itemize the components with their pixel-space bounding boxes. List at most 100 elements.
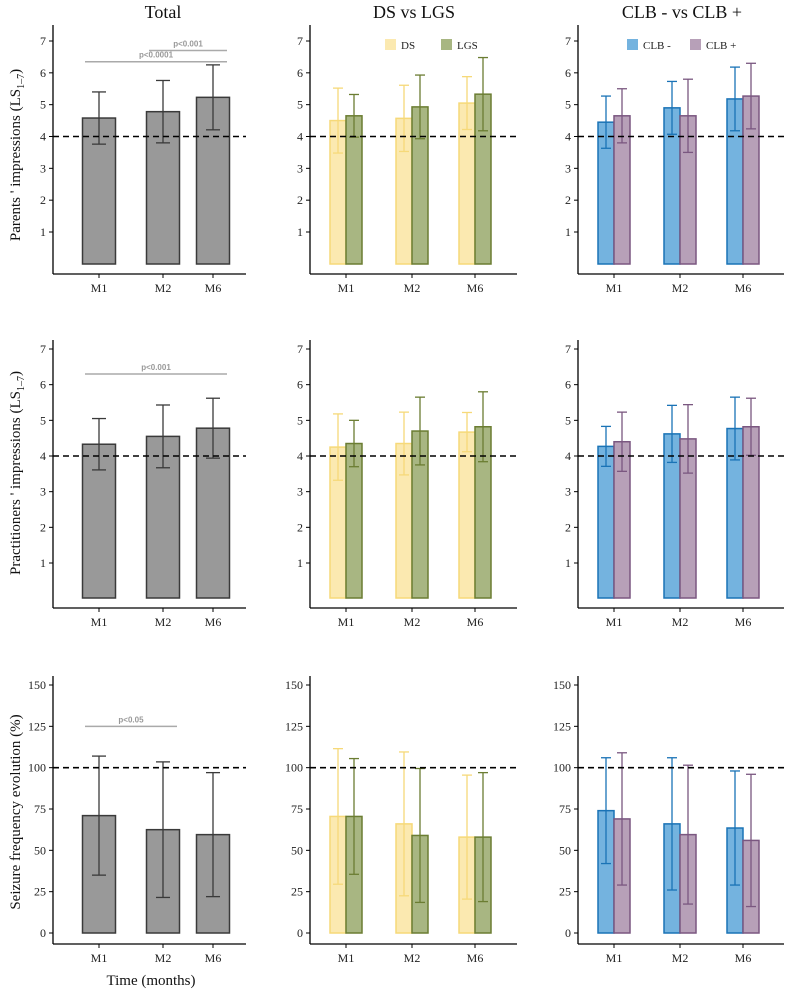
x-tick-label: M6 — [735, 951, 752, 965]
y-tick-label: 7 — [40, 34, 46, 48]
panel-r1c1: 1 2 3 4 5 6 7 M1 M2 M6 p<0.001 p<0.0001 — [40, 25, 246, 295]
y-tick-label: 2 — [40, 520, 46, 534]
y-tick-label: 25 — [34, 885, 46, 899]
legend-label-clbneg: CLB - — [643, 40, 671, 52]
significance-label: p<0.0001 — [139, 51, 174, 60]
y-tick-label: 5 — [297, 413, 303, 427]
y-tick-label: 6 — [40, 66, 46, 80]
ylabel-parents: Parents ' impressions (LS1–7) — [8, 69, 27, 241]
y-tick-label: 1 — [297, 556, 303, 570]
x-tick-label: M2 — [672, 951, 689, 965]
x-tick-label: M1 — [91, 951, 108, 965]
y-tick-label: 2 — [297, 520, 303, 534]
legend-label-clbpos: CLB + — [706, 40, 736, 52]
y-tick-label: 3 — [297, 161, 303, 175]
y-tick-label: 2 — [565, 520, 571, 534]
ylabel-practitioners-text: Practitioners ' impressions (LS — [8, 391, 24, 575]
y-tick-label: 6 — [565, 378, 571, 392]
y-tick-label: 75 — [559, 802, 571, 816]
chart-panels: 1 2 3 4 5 6 7 M1 M2 M6 p<0.001 p<0.0001 1 2 3 4 5 6 7 M1 M2 M… — [28, 25, 784, 965]
y-tick-label: 25 — [559, 885, 571, 899]
x-tick-label: M1 — [338, 281, 355, 295]
column-title-total: Total — [145, 2, 182, 22]
x-tick-label: M6 — [467, 281, 484, 295]
y-tick-label: 0 — [565, 926, 571, 940]
x-tick-label: M2 — [672, 615, 689, 629]
y-tick-label: 100 — [285, 761, 303, 775]
x-tick-label: M1 — [606, 615, 623, 629]
y-tick-label: 125 — [285, 719, 303, 733]
x-tick-label: M2 — [672, 281, 689, 295]
y-tick-label: 6 — [40, 378, 46, 392]
x-tick-label: M6 — [205, 951, 222, 965]
y-tick-label: 4 — [565, 130, 571, 144]
x-axis-title: Time (months) — [106, 973, 195, 989]
ylabel-parents-close: ) — [8, 69, 24, 74]
x-tick-label: M1 — [338, 615, 355, 629]
y-tick-label: 75 — [291, 802, 303, 816]
y-tick-label: 4 — [297, 130, 303, 144]
legend-label-ds: DS — [401, 40, 415, 52]
y-tick-label: 3 — [297, 485, 303, 499]
y-tick-label: 100 — [553, 761, 571, 775]
bar-clbneg-m1 — [597, 445, 615, 599]
ylabel-row1: Parents ' impressions (LS1–7) — [8, 69, 27, 241]
legend-swatch-clbpos — [690, 39, 701, 50]
x-tick-label: M1 — [606, 281, 623, 295]
bar-total-m1 — [81, 443, 117, 599]
y-tick-label: 1 — [297, 225, 303, 239]
y-tick-label: 150 — [553, 678, 571, 692]
y-tick-label: 4 — [297, 449, 303, 463]
ylabel-seizure: Seizure frequency evolution (%) — [8, 714, 24, 909]
y-tick-label: 7 — [565, 34, 571, 48]
ylabel-practitioners-subscript: 1–7 — [16, 376, 27, 391]
panel-r3c2: 0 25 50 75 100 125 150 M1 M2 M6 — [285, 676, 517, 965]
x-tick-label: M2 — [404, 615, 421, 629]
y-tick-label: 1 — [565, 556, 571, 570]
y-tick-label: 4 — [40, 130, 46, 144]
y-tick-label: 7 — [40, 342, 46, 356]
y-tick-label: 50 — [559, 843, 571, 857]
ylabel-row3: Seizure frequency evolution (%) — [8, 714, 24, 909]
y-tick-label: 1 — [565, 225, 571, 239]
y-tick-label: 2 — [565, 193, 571, 207]
y-tick-label: 25 — [291, 885, 303, 899]
y-tick-label: 5 — [40, 413, 46, 427]
x-tick-label: M6 — [205, 615, 222, 629]
legend-swatch-lgs — [441, 39, 452, 50]
y-tick-label: 3 — [40, 485, 46, 499]
bar-ds-m6 — [458, 431, 476, 599]
panel-r2c3: 1 2 3 4 5 6 7 M1 M2 M6 — [565, 340, 784, 629]
legend-swatch-clbneg — [627, 39, 638, 50]
ylabel-practitioners-close: ) — [8, 371, 24, 376]
y-tick-label: 50 — [291, 843, 303, 857]
y-tick-label: 2 — [297, 193, 303, 207]
y-tick-label: 100 — [28, 761, 46, 775]
y-tick-label: 6 — [297, 378, 303, 392]
y-tick-label: 5 — [297, 98, 303, 112]
x-tick-label: M6 — [735, 615, 752, 629]
y-tick-label: 150 — [285, 678, 303, 692]
y-tick-label: 3 — [565, 485, 571, 499]
y-tick-label: 5 — [565, 413, 571, 427]
y-tick-label: 75 — [34, 802, 46, 816]
ylabel-parents-subscript: 1–7 — [16, 74, 27, 89]
y-tick-label: 5 — [40, 98, 46, 112]
x-tick-label: M6 — [735, 281, 752, 295]
y-tick-label: 1 — [40, 225, 46, 239]
x-tick-label: M6 — [205, 281, 222, 295]
x-tick-label: M6 — [467, 615, 484, 629]
y-tick-label: 4 — [40, 449, 46, 463]
y-tick-label: 6 — [297, 66, 303, 80]
y-tick-label: 50 — [34, 843, 46, 857]
y-tick-label: 150 — [28, 678, 46, 692]
panel-r1c3: 1 2 3 4 5 6 7 M1 M2 M6 CLB - CLB + — [565, 25, 784, 295]
y-tick-label: 125 — [553, 719, 571, 733]
y-tick-label: 7 — [565, 342, 571, 356]
panel-r2c1: 1 2 3 4 5 6 7 M1 M2 M6 p<0.001 — [40, 340, 246, 629]
y-tick-label: 5 — [565, 98, 571, 112]
legend-swatch-ds — [385, 39, 396, 50]
y-tick-label: 2 — [40, 193, 46, 207]
y-tick-label: 7 — [297, 34, 303, 48]
